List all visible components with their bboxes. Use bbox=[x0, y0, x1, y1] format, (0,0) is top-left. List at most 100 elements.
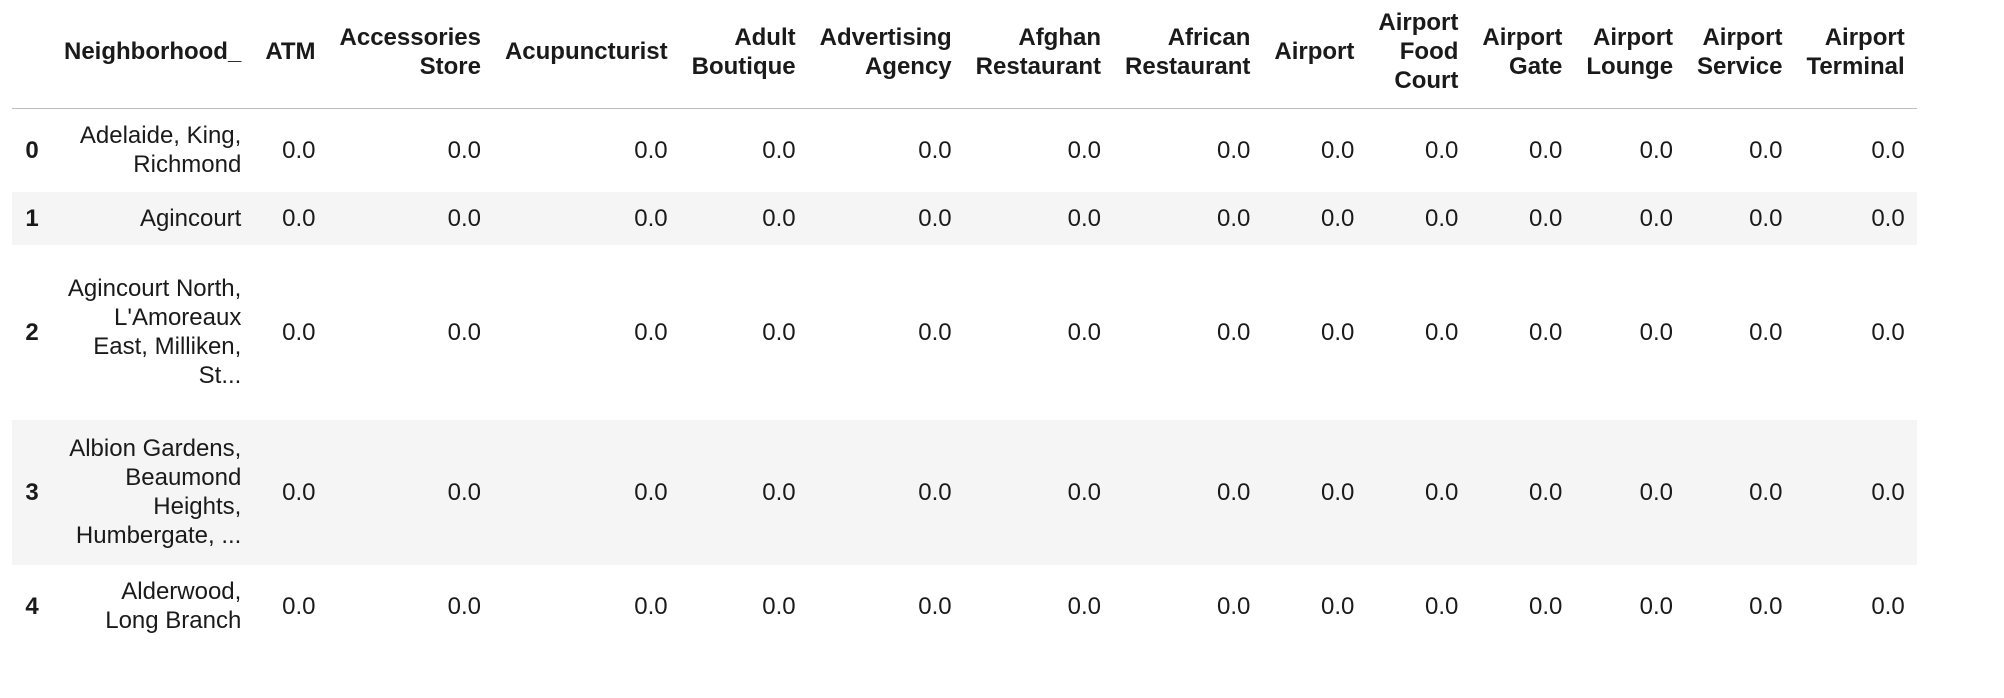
value-cell: 0.0 bbox=[918, 204, 952, 232]
value-cell: 0.0 bbox=[1749, 136, 1783, 164]
value-cell: 0.0 bbox=[1321, 204, 1355, 232]
value-cell: 0.0 bbox=[1871, 592, 1905, 620]
value-cell: 0.0 bbox=[447, 592, 481, 620]
column-header-adult-boutique: Adult Boutique bbox=[679, 0, 808, 109]
row-index: 4 bbox=[25, 592, 39, 620]
column-header-airport-gate: Airport Gate bbox=[1470, 0, 1575, 109]
header-row: Neighborhood_ ATM Accessories Store Acup… bbox=[12, 0, 1917, 109]
column-header-airport-terminal: Airport Terminal bbox=[1794, 0, 1917, 109]
value-cell: 0.0 bbox=[282, 592, 316, 620]
value-cell: 0.0 bbox=[1529, 204, 1563, 232]
value-cell: 0.0 bbox=[1067, 318, 1102, 346]
value-cell: 0.0 bbox=[1529, 592, 1563, 620]
value-cell: 0.0 bbox=[1749, 592, 1783, 620]
value-cell: 0.0 bbox=[1067, 136, 1102, 164]
value-cell: 0.0 bbox=[762, 204, 796, 232]
neighborhood-cell: Alderwood, Long Branch bbox=[105, 578, 242, 634]
column-header-airport-service: Airport Service bbox=[1685, 0, 1795, 109]
value-cell: 0.0 bbox=[282, 136, 316, 164]
value-cell: 0.0 bbox=[1217, 592, 1251, 620]
row-index: 1 bbox=[25, 204, 39, 232]
column-header-airport: Airport bbox=[1262, 0, 1367, 109]
value-cell: 0.0 bbox=[1639, 204, 1674, 232]
column-header-neighborhood: Neighborhood_ bbox=[52, 0, 254, 109]
table-row: 4 Alderwood, Long Branch 0.0 0.0 0.0 0.0 0.0 0.… bbox=[12, 565, 1917, 648]
value-cell: 0.0 bbox=[1067, 592, 1102, 620]
row-index: 2 bbox=[25, 318, 39, 346]
table-header: Neighborhood_ ATM Accessories Store Acup… bbox=[12, 0, 1917, 109]
value-cell: 0.0 bbox=[1871, 136, 1905, 164]
column-header-african-restaurant: African Restaurant bbox=[1113, 0, 1263, 109]
value-cell: 0.0 bbox=[1425, 136, 1459, 164]
value-cell: 0.0 bbox=[1871, 478, 1905, 506]
value-cell: 0.0 bbox=[1529, 136, 1563, 164]
value-cell: 0.0 bbox=[1639, 592, 1674, 620]
index-header bbox=[12, 0, 52, 109]
table-row: 0 Adelaide, King, Richmond 0.0 0.0 0.0 0.0 0.0… bbox=[12, 109, 1917, 192]
value-cell: 0.0 bbox=[918, 478, 952, 506]
table-row: 1 Agincourt 0.0 0.0 0.0 0.0 0.0 0.0 0.0 0.0 0.0 0.0… bbox=[12, 191, 1917, 245]
value-cell: 0.0 bbox=[447, 478, 481, 506]
value-cell: 0.0 bbox=[1321, 478, 1355, 506]
value-cell: 0.0 bbox=[1871, 318, 1905, 346]
neighborhood-cell: Albion Gardens, Beaumond Heights, Humber… bbox=[69, 435, 242, 549]
value-cell: 0.0 bbox=[1217, 136, 1251, 164]
value-cell: 0.0 bbox=[634, 478, 668, 506]
value-cell: 0.0 bbox=[1749, 204, 1783, 232]
value-cell: 0.0 bbox=[1749, 318, 1783, 346]
value-cell: 0.0 bbox=[918, 592, 952, 620]
value-cell: 0.0 bbox=[447, 204, 481, 232]
value-cell: 0.0 bbox=[1217, 478, 1251, 506]
value-cell: 0.0 bbox=[762, 592, 796, 620]
value-cell: 0.0 bbox=[1321, 592, 1355, 620]
value-cell: 0.0 bbox=[1871, 204, 1905, 232]
value-cell: 0.0 bbox=[1529, 478, 1563, 506]
value-cell: 0.0 bbox=[1217, 204, 1251, 232]
value-cell: 0.0 bbox=[762, 318, 796, 346]
value-cell: 0.0 bbox=[762, 478, 796, 506]
value-cell: 0.0 bbox=[1067, 204, 1102, 232]
value-cell: 0.0 bbox=[282, 478, 316, 506]
value-cell: 0.0 bbox=[282, 318, 316, 346]
value-cell: 0.0 bbox=[282, 204, 316, 232]
value-cell: 0.0 bbox=[762, 136, 796, 164]
value-cell: 0.0 bbox=[634, 318, 668, 346]
column-header-advertising-agency: Advertising Agency bbox=[807, 0, 964, 109]
row-index: 3 bbox=[25, 478, 39, 506]
row-index: 0 bbox=[25, 136, 39, 164]
neighborhood-cell: Agincourt North, L'Amoreaux East, Millik… bbox=[67, 275, 242, 389]
value-cell: 0.0 bbox=[1217, 318, 1251, 346]
column-header-acupuncturist: Acupuncturist bbox=[492, 0, 680, 109]
column-header-airport-lounge: Airport Lounge bbox=[1574, 0, 1686, 109]
value-cell: 0.0 bbox=[1425, 204, 1459, 232]
value-cell: 0.0 bbox=[1639, 136, 1674, 164]
value-cell: 0.0 bbox=[918, 318, 952, 346]
value-cell: 0.0 bbox=[447, 136, 481, 164]
value-cell: 0.0 bbox=[1425, 318, 1459, 346]
column-header-atm: ATM bbox=[253, 0, 328, 109]
column-header-afghan-restaurant: Afghan Restaurant bbox=[963, 0, 1114, 109]
value-cell: 0.0 bbox=[1749, 478, 1783, 506]
table-row: 3 Albion Gardens, Beaumond Heights, Humbe… bbox=[12, 419, 1917, 565]
neighborhood-cell: Adelaide, King, Richmond bbox=[79, 122, 242, 179]
value-cell: 0.0 bbox=[447, 318, 481, 346]
value-cell: 0.0 bbox=[1639, 318, 1674, 346]
neighborhood-cell: Agincourt bbox=[139, 204, 242, 232]
value-cell: 0.0 bbox=[918, 136, 952, 164]
column-header-accessories-store: Accessories Store bbox=[327, 0, 493, 109]
value-cell: 0.0 bbox=[1425, 478, 1459, 506]
table-body: 0 Adelaide, King, Richmond 0.0 0.0 0.0 0.0 0.0… bbox=[12, 109, 1917, 648]
value-cell: 0.0 bbox=[634, 204, 668, 232]
dataframe-output: Neighborhood_ ATM Accessories Store Acup… bbox=[12, 0, 1917, 648]
column-header-airport-food-court: Airport Food Court bbox=[1366, 0, 1471, 109]
value-cell: 0.0 bbox=[1067, 478, 1102, 506]
value-cell: 0.0 bbox=[1321, 318, 1355, 346]
value-cell: 0.0 bbox=[1639, 478, 1674, 506]
value-cell: 0.0 bbox=[1425, 592, 1459, 620]
dataframe-table: Neighborhood_ ATM Accessories Store Acup… bbox=[12, 0, 1917, 648]
value-cell: 0.0 bbox=[634, 592, 668, 620]
table-row: 2 Agincourt North, L'Amoreaux East, Milli… bbox=[12, 245, 1917, 420]
value-cell: 0.0 bbox=[1529, 318, 1563, 346]
value-cell: 0.0 bbox=[634, 136, 668, 164]
value-cell: 0.0 bbox=[1321, 136, 1355, 164]
